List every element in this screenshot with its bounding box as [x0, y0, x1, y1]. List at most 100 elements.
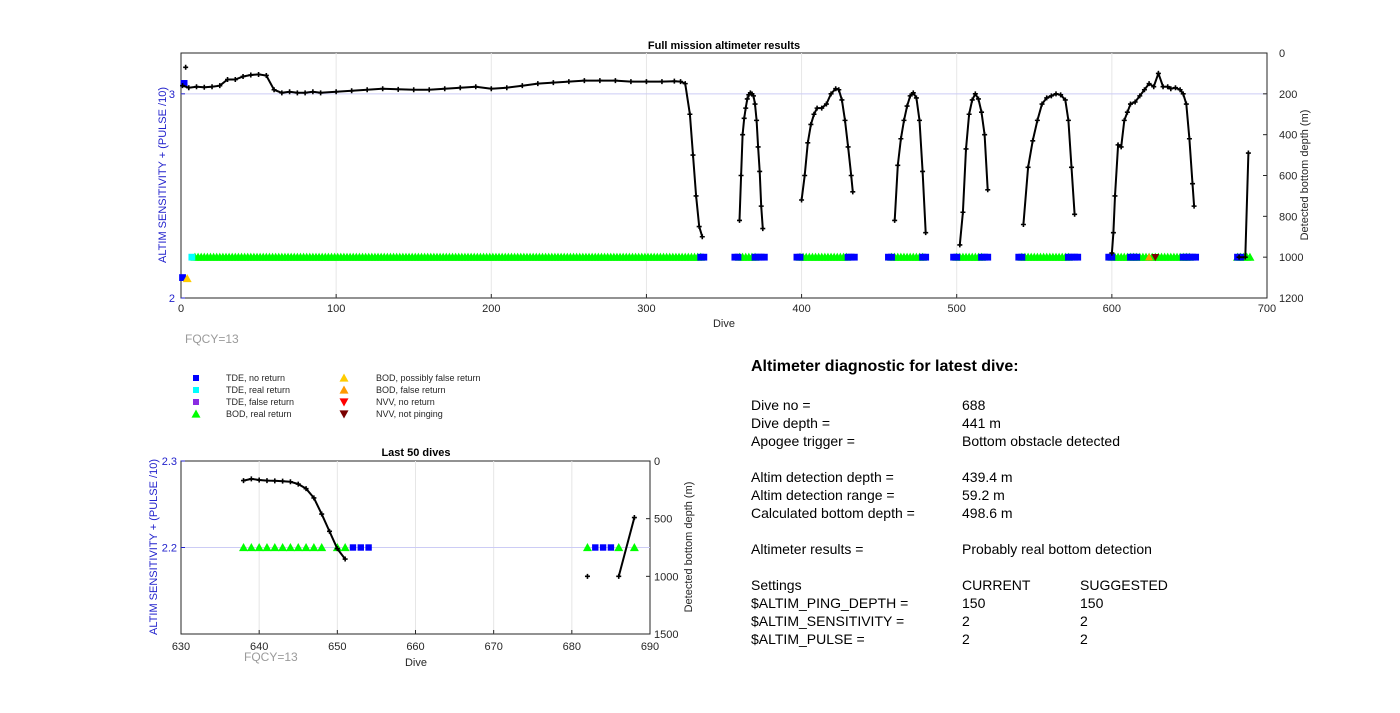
bottom-x-tick-label: 640: [250, 641, 268, 653]
bottom-depth-line: [617, 517, 636, 577]
bottom-depth-point: [1160, 84, 1166, 90]
tde-no-return-marker: [760, 253, 768, 261]
bottom-depth-point: [597, 78, 603, 84]
bottom-depth-point: [1030, 138, 1036, 144]
bottom-depth-point: [256, 477, 262, 483]
tde-no-return-marker: [1074, 253, 1082, 261]
bottom-depth-point: [248, 476, 254, 482]
altimeter-diagnostic-panel: Altimeter diagnostic for latest dive: Di…: [751, 358, 1351, 648]
bottom-depth-point: [1180, 91, 1186, 97]
bottom-depth-point: [802, 173, 808, 178]
tde-no-return-marker: [1018, 253, 1026, 261]
tde-no-return-marker: [796, 253, 804, 261]
legend-swatch: [339, 373, 349, 382]
bottom-x-tick-label: 670: [484, 641, 502, 653]
settings-header-row: Settings CURRENT SUGGESTED: [751, 576, 1351, 594]
ping-depth-current: 150: [962, 595, 986, 611]
altim-range-label: Altim detection range =: [751, 487, 895, 503]
bottom-depth-point: [263, 72, 269, 78]
bottom-depth-point: [659, 79, 665, 85]
bottom-depth-point: [1065, 117, 1071, 123]
tde-no-return-marker: [179, 274, 186, 281]
tde-no-return-marker: [984, 253, 992, 261]
bottom-depth-point: [1020, 222, 1026, 227]
bottom-depth-point: [755, 144, 761, 150]
bottom-depth-point: [960, 209, 966, 215]
bottom-depth-point: [241, 478, 247, 484]
top-x-tick-label: 400: [792, 303, 810, 315]
bottom-depth-point: [913, 95, 919, 101]
bottom-x-tick-label: 690: [641, 641, 659, 653]
bottom-right-tick-label: 1500: [654, 629, 678, 641]
bottom-depth-point: [741, 115, 747, 121]
apogee-value: Bottom obstacle detected: [962, 433, 1120, 449]
bottom-depth-point: [850, 189, 856, 195]
bottom-depth-point: [380, 86, 386, 92]
dive-no-row: Dive no = 688: [751, 396, 1351, 414]
bottom-depth-point: [186, 85, 192, 91]
bottom-depth-point: [1062, 97, 1068, 103]
bottom-depth-point: [760, 226, 766, 232]
bottom-depth-point: [327, 528, 333, 534]
legend-swatch: [339, 385, 349, 394]
bottom-depth-point: [687, 111, 693, 117]
altim-range-row: Altim detection range = 59.2 m: [751, 486, 1351, 504]
bottom-depth-point: [1048, 93, 1054, 99]
legend-swatch: [193, 375, 199, 381]
tde-no-return-marker: [1192, 253, 1200, 261]
bottom-depth-point: [1044, 95, 1050, 101]
bottom-depth-point: [839, 97, 845, 103]
bottom-depth-point: [920, 168, 926, 174]
legend-label: TDE, no return: [226, 373, 285, 383]
bottom-depth-point: [744, 96, 750, 102]
results-row: Altimeter results = Probably real bottom…: [751, 540, 1351, 558]
bod-real-return-marker: [582, 543, 592, 552]
top-right-tick-label: 800: [1279, 211, 1297, 223]
bod-real-return-marker: [614, 543, 624, 552]
bottom-depth-point: [1118, 144, 1124, 150]
bottom-depth-point: [1190, 181, 1196, 187]
dive-depth-label: Dive depth =: [751, 415, 830, 431]
bottom-depth-point: [1127, 101, 1133, 107]
bottom-depth-point: [895, 162, 901, 168]
bottom-depth-point: [1072, 211, 1078, 217]
bottom-depth-point: [754, 117, 760, 123]
top-chart-title: Full mission altimeter results: [648, 40, 800, 52]
bottom-depth-point: [631, 515, 637, 521]
calc-bottom-row: Calculated bottom depth = 498.6 m: [751, 504, 1351, 522]
pulse-current: 2: [962, 631, 970, 647]
bod-real-return-marker: [309, 543, 319, 552]
top-ticks: 0 100 200 300 400 500 600 700 2 3 0 200 400 600 800 100…: [169, 48, 1304, 315]
apogee-row: Apogee trigger = Bottom obstacle detecte…: [751, 432, 1351, 450]
bod-real-return-marker: [254, 543, 264, 552]
bottom-depth-point: [183, 64, 189, 70]
bottom-depth-point: [612, 78, 618, 84]
bottom-depth-point: [682, 81, 688, 87]
bod-false-return-marker: [1145, 253, 1154, 261]
legend-label: TDE, real return: [226, 385, 290, 395]
bottom-depth-point: [319, 511, 325, 517]
bottom-depth-point: [808, 121, 814, 127]
bottom-depth-point: [550, 80, 556, 86]
tde-no-return-marker: [357, 544, 364, 551]
bod-real-return-marker: [285, 543, 295, 552]
bottom-depth-point: [975, 96, 981, 102]
bottom-depth-point: [279, 90, 285, 96]
bottom-depth-point: [248, 72, 254, 78]
top-right-tick-label: 1200: [1279, 293, 1303, 305]
dive-no-value: 688: [962, 397, 986, 413]
bottom-depth-point: [426, 87, 432, 93]
legend-label: TDE, false return: [226, 397, 294, 407]
bottom-depth-point: [969, 97, 975, 103]
apogee-label: Apogee trigger =: [751, 433, 855, 449]
bod-real-return-marker: [270, 543, 280, 552]
suggested-header: SUGGESTED: [1080, 577, 1168, 593]
bottom-depth-point: [916, 117, 922, 123]
bottom-depth-point: [287, 89, 293, 95]
top-left-tick-label: 2: [169, 293, 175, 305]
bottom-depth-point: [1110, 230, 1116, 236]
tde-no-return-marker: [1133, 253, 1141, 261]
top-right-tick-label: 600: [1279, 171, 1297, 183]
